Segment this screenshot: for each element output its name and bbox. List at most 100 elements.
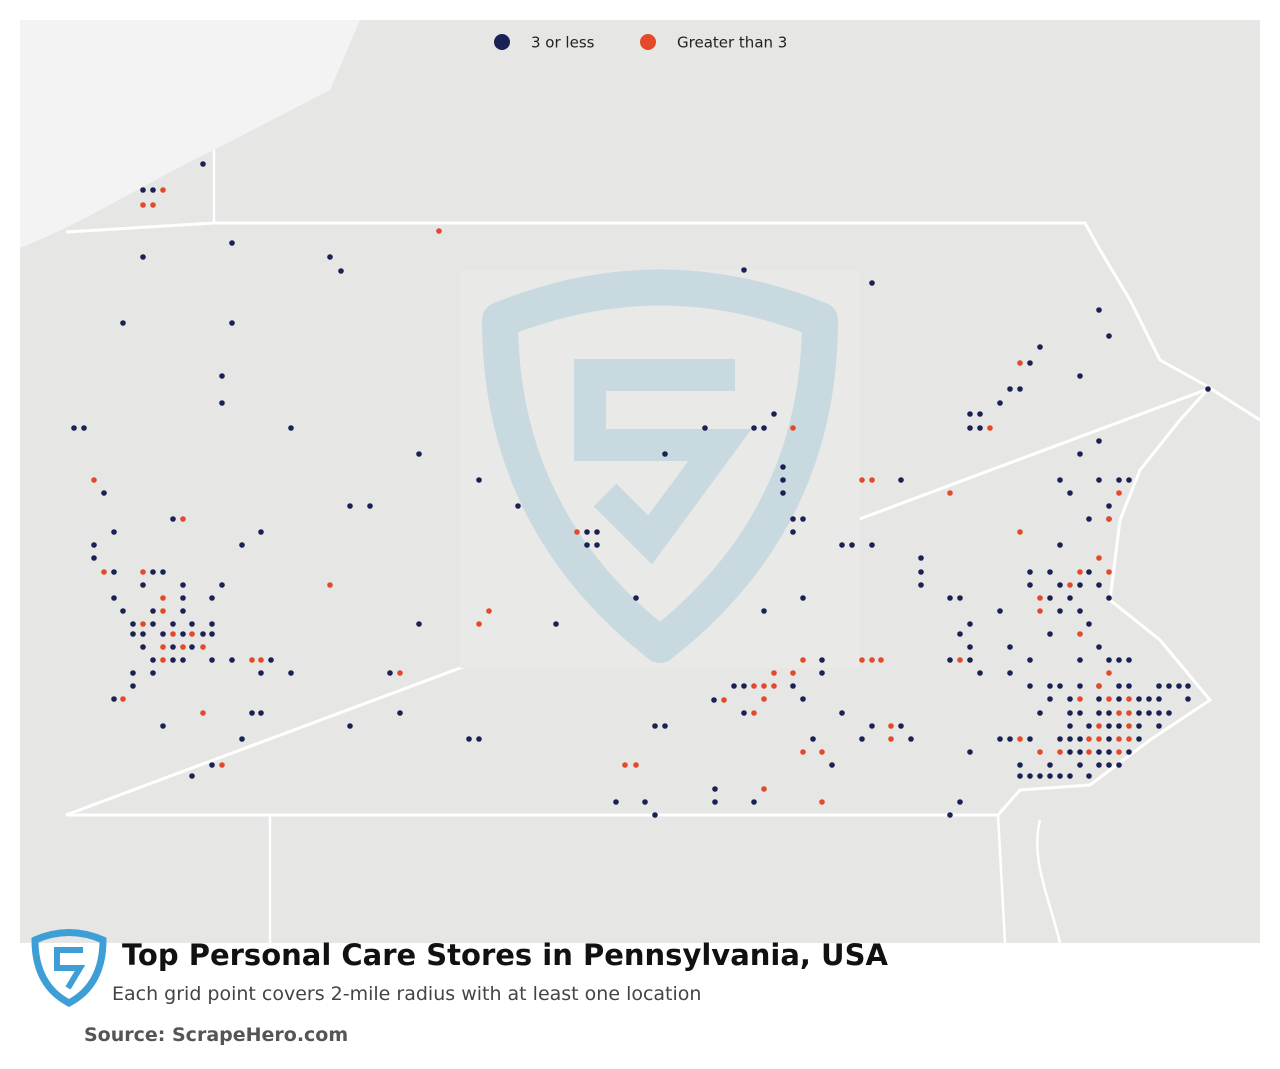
grid-point [1116,490,1122,496]
grid-point [888,723,894,729]
grid-point [957,631,963,637]
grid-point [741,710,747,716]
grid-point [1086,773,1092,779]
grid-point [633,762,639,768]
grid-point [288,425,294,431]
grid-point [1126,710,1132,716]
grid-point [1067,710,1073,716]
grid-point [800,657,806,663]
grid-point [1037,344,1043,350]
grid-point [288,670,294,676]
grid-point [140,621,146,627]
grid-point [1067,749,1073,755]
grid-point [1116,477,1122,483]
grid-point [878,657,884,663]
grid-point [1096,555,1102,561]
subtitle: Each grid point covers 2-mile radius wit… [112,983,702,1005]
grid-point [790,670,796,676]
grid-point [180,644,186,650]
grid-point [1027,773,1033,779]
grid-point [1077,749,1083,755]
grid-point [918,582,924,588]
grid-point [140,582,146,588]
grid-point [1096,683,1102,689]
grid-point [200,710,206,716]
grid-point [239,736,245,742]
grid-point [819,749,825,755]
legend-label: 3 or less [531,34,595,52]
grid-point [761,683,767,689]
grid-point [130,683,136,689]
grid-point [209,657,215,663]
grid-point [486,608,492,614]
grid-point [160,608,166,614]
grid-point [1077,631,1083,637]
grid-point [741,683,747,689]
grid-point [1116,657,1122,663]
grid-point [751,710,757,716]
grid-point [1027,582,1033,588]
grid-point [967,644,973,650]
grid-point [1086,749,1092,755]
grid-point [466,736,472,742]
grid-point [150,621,156,627]
grid-point [1007,670,1013,676]
grid-point [977,425,983,431]
grid-point [209,621,215,627]
grid-point [101,490,107,496]
grid-point [967,749,973,755]
grid-point [130,631,136,637]
grid-point [997,736,1003,742]
grid-point [397,670,403,676]
grid-point [1067,696,1073,702]
grid-point [338,268,344,274]
lake [20,20,360,248]
grid-point [150,569,156,575]
grid-point [160,723,166,729]
grid-point [869,542,875,548]
grid-point [967,657,973,663]
legend-label: Greater than 3 [677,34,787,52]
grid-point [1106,516,1112,522]
grid-point [180,631,186,637]
grid-point [120,320,126,326]
grid-point [1106,657,1112,663]
grid-point [1077,569,1083,575]
grid-point [258,529,264,535]
grid-point [997,400,1003,406]
grid-point [771,670,777,676]
grid-point [652,723,658,729]
grid-point [977,670,983,676]
grid-point [229,320,235,326]
grid-point [1116,683,1122,689]
grid-point [239,542,245,548]
grid-point [130,670,136,676]
grid-point [1047,773,1053,779]
grid-point [1146,696,1152,702]
grid-point [1057,608,1063,614]
grid-point [1116,762,1122,768]
grid-point [790,516,796,522]
grid-point [180,516,186,522]
grid-point [1047,595,1053,601]
grid-point [1077,696,1083,702]
grid-point [150,670,156,676]
grid-point [91,555,97,561]
grid-point [642,799,648,805]
grid-point [957,657,963,663]
grid-point [1047,569,1053,575]
neighbor-borders [212,150,1062,944]
grid-point [1077,657,1083,663]
grid-point [869,723,875,729]
grid-point [594,529,600,535]
grid-point [1047,762,1053,768]
grid-point [1077,736,1083,742]
grid-point [219,762,225,768]
grid-point [1156,696,1162,702]
grid-point [327,254,333,260]
grid-point [160,644,166,650]
grid-point [130,621,136,627]
grid-point [957,595,963,601]
grid-point [1096,438,1102,444]
